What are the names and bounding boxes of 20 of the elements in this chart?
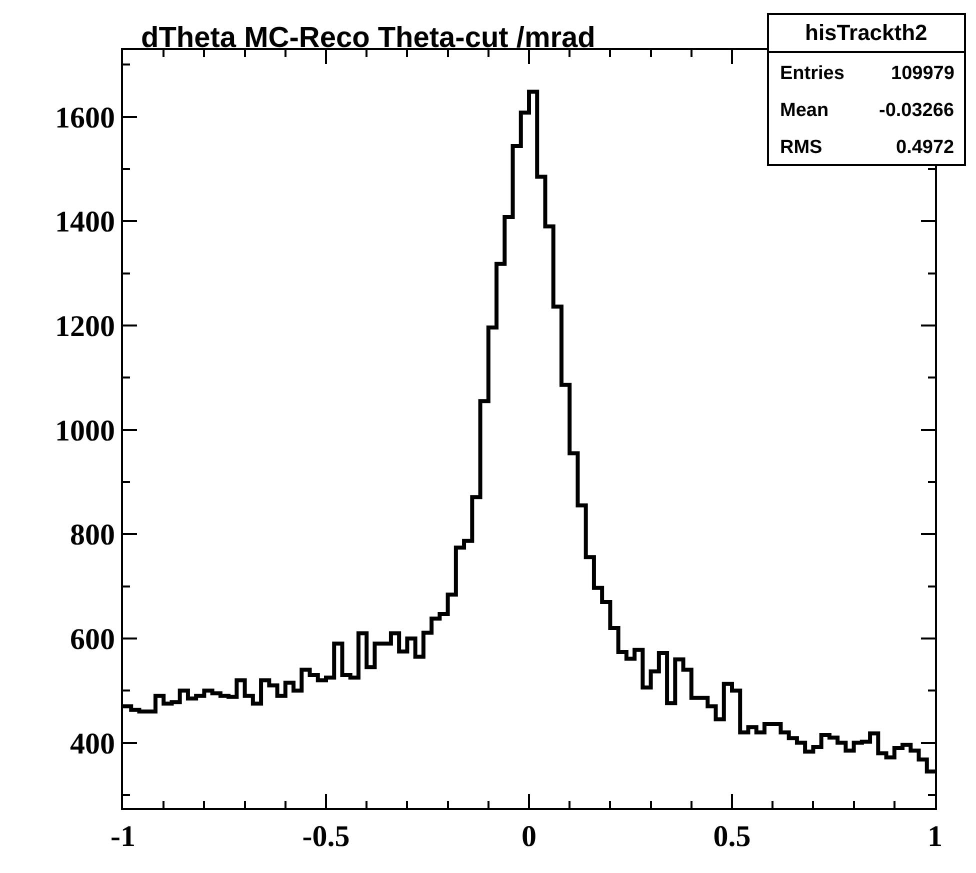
annotation: 109979 [891, 63, 954, 84]
x-tick-label: -1 [110, 820, 136, 853]
annotation: RMS [780, 137, 822, 158]
annotation: Entries [780, 63, 844, 84]
y-tick-label: 400 [70, 727, 115, 760]
x-tick-label: -0.5 [302, 820, 350, 853]
x-tick-label: 1 [928, 820, 942, 853]
y-tick-label: 800 [70, 518, 115, 552]
y-tick-label: 1200 [55, 310, 115, 343]
x-tick-label: 0 [522, 820, 536, 853]
y-tick-label: 600 [70, 622, 115, 656]
annotation: Mean [780, 100, 829, 121]
x-tick-label: 0.5 [713, 820, 751, 853]
text: hisTrackth2 [805, 20, 928, 45]
annotation: -0.03266 [879, 100, 954, 121]
chart-title: dTheta MC-Reco Theta-cut /mrad [141, 22, 596, 54]
annotation: 0.4972 [896, 137, 954, 158]
y-tick-label: 1600 [55, 101, 115, 134]
y-tick-label: 1000 [55, 414, 115, 448]
y-tick-label: 1400 [55, 206, 115, 239]
